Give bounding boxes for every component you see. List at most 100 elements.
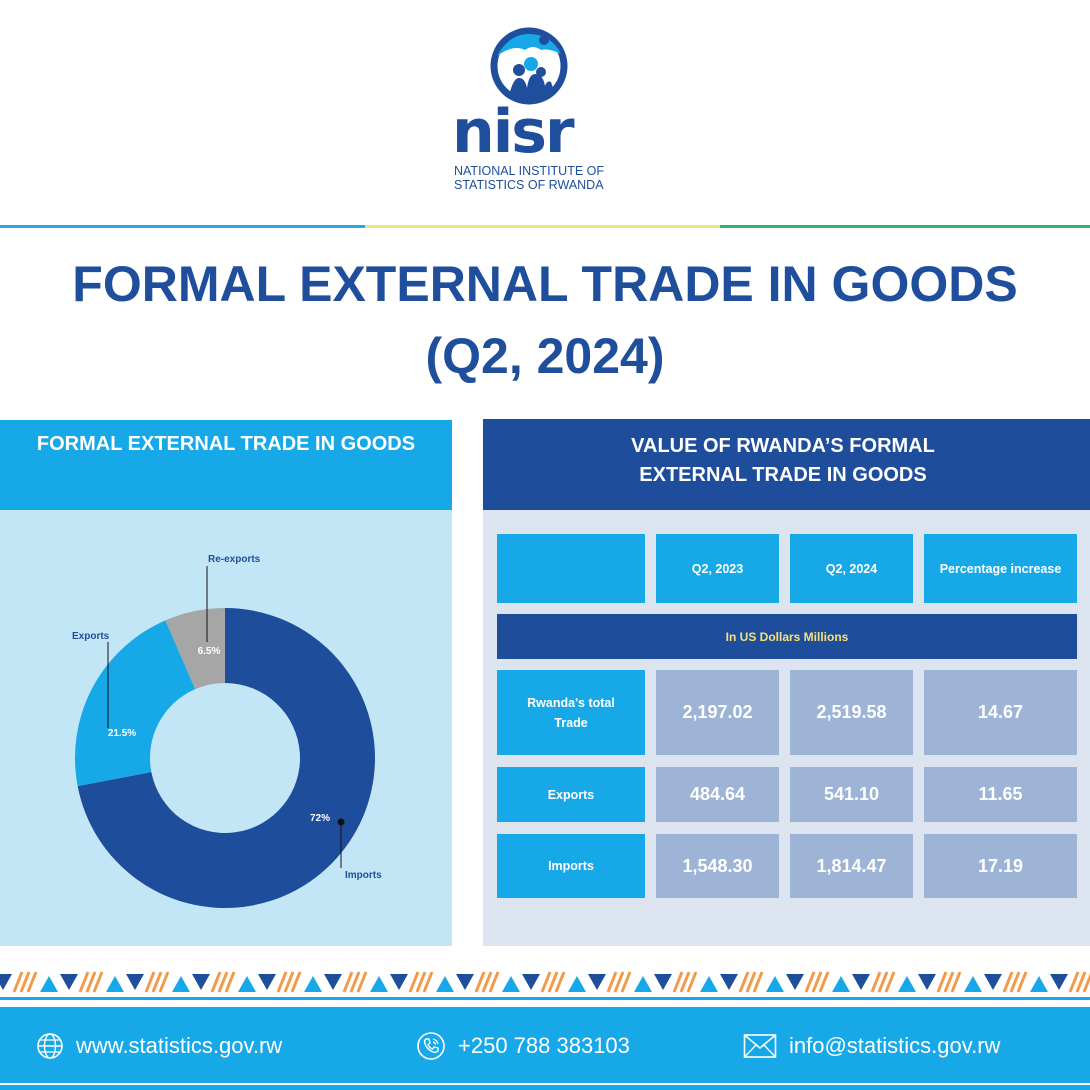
phone-icon [417, 1032, 445, 1060]
pattern-slash [474, 971, 486, 993]
pattern-slash [481, 971, 493, 993]
pattern-slash [290, 971, 302, 993]
table-header-q2-2023: Q2, 2023 [656, 534, 779, 603]
pattern-triangle-up [370, 976, 388, 992]
pattern-triangle-down [324, 974, 342, 990]
table-cell-exports-increase: 11.65 [924, 767, 1077, 822]
pattern-slash [283, 971, 295, 993]
pattern-slash [943, 971, 955, 993]
pattern-slash [1002, 971, 1014, 993]
logo-subtitle: NATIONAL INSTITUTE OF STATISTICS OF RWAN… [454, 164, 654, 192]
pattern-slash [554, 971, 566, 993]
table-cell-total-trade-increase: 14.67 [924, 670, 1077, 755]
donut-chart: 72% Imports 21.5% Exports 6.5% Re-exports [72, 554, 382, 908]
pattern-slash [884, 971, 896, 993]
pattern-slash [547, 971, 559, 993]
pattern-triangle-up [700, 976, 718, 992]
pattern-slash [1075, 971, 1087, 993]
donut-value-label-re-exports: 6.5% [198, 646, 221, 657]
pattern-slash [1009, 971, 1021, 993]
pattern-slash [752, 971, 764, 993]
table-header-blank [497, 534, 645, 603]
pattern-slash [342, 971, 354, 993]
pattern-slash [818, 971, 830, 993]
pattern-triangle-up [832, 976, 850, 992]
chart-panel-title: FORMAL EXTERNAL TRADE IN GOODS [36, 433, 416, 455]
pattern-slash [1082, 972, 1090, 993]
pattern-slash [1068, 971, 1080, 993]
page-title-line-2: (Q2, 2024) [425, 328, 665, 384]
pattern-slash [936, 971, 948, 993]
pattern-slash [950, 971, 962, 993]
footer-website-text: www.statistics.gov.rw [76, 1033, 283, 1058]
footer-phone-link[interactable]: +250 788 383103 [416, 1030, 630, 1062]
pattern-triangle-down [126, 974, 144, 990]
pattern-slash [738, 971, 750, 993]
pattern-slash [78, 971, 90, 993]
pattern-slash [276, 971, 288, 993]
pattern-triangle-up [502, 976, 520, 992]
pattern-triangle-down [654, 974, 672, 990]
logo-subtitle-line-1: NATIONAL INSTITUTE OF [454, 164, 605, 178]
table-panel-title: VALUE OF RWANDA’S FORMAL EXTERNAL TRADE … [483, 432, 1083, 490]
pattern-triangle-down [918, 974, 936, 990]
footer-bar [0, 1007, 1090, 1090]
divider-yellow [365, 225, 720, 228]
footer-email-text: info@statistics.gov.rw [789, 1033, 1001, 1058]
nisr-emblem-icon [490, 27, 568, 105]
pattern-triangle-down [456, 974, 474, 990]
logo-subtitle-line-2: STATISTICS OF RWANDA [454, 178, 604, 192]
pattern-slash [408, 971, 420, 993]
footer-divider [0, 1083, 1090, 1090]
footer-phone-text: +250 788 383103 [458, 1033, 630, 1058]
pattern-triangle-up [238, 976, 256, 992]
pattern-triangle-down [786, 974, 804, 990]
pattern-triangle-down [390, 974, 408, 990]
pattern-triangle-up [1030, 976, 1048, 992]
donut-slice-exports [74, 620, 196, 787]
pattern-slash [679, 971, 691, 993]
pattern-triangle-down [852, 974, 870, 990]
globe-icon [37, 1033, 63, 1059]
pattern-slash [210, 971, 222, 993]
nisr-logo: nisr NATIONAL INSTITUTE OF STATISTICS OF… [440, 22, 650, 198]
pattern-slash [12, 971, 24, 993]
table-unit-note: In US Dollars Millions [497, 614, 1077, 659]
pattern-slash [613, 971, 625, 993]
table-cell-imports-q2-2023: 1,548.30 [656, 834, 779, 898]
table-panel-title-line-1: VALUE OF RWANDA’S FORMAL [631, 435, 935, 457]
pattern-slash [349, 971, 361, 993]
footer-email-link[interactable]: info@statistics.gov.rw [743, 1030, 1000, 1062]
footer-website-link[interactable]: www.statistics.gov.rw [36, 1030, 282, 1062]
pattern-triangle-down [192, 974, 210, 990]
pattern-slash [804, 971, 816, 993]
divider-green [720, 225, 1090, 228]
pattern-slash [620, 971, 632, 993]
decorative-pattern [0, 971, 1090, 1000]
pattern-triangle-up [106, 976, 124, 992]
donut-slice-re-exports [165, 608, 225, 690]
pattern-slash [606, 971, 618, 993]
donut-slice-imports [77, 608, 376, 908]
envelope-icon [743, 1034, 777, 1058]
pattern-triangle-down [0, 974, 12, 990]
pattern-slash [745, 971, 757, 993]
pattern-slash [144, 971, 156, 993]
logo-wordmark: nisr [452, 97, 575, 167]
pattern-triangle-down [588, 974, 606, 990]
pattern-slash [19, 971, 31, 993]
table-cell-total-trade-q2-2023: 2,197.02 [656, 670, 779, 755]
pattern-slash [672, 971, 684, 993]
pattern-triangle-up [172, 976, 190, 992]
pattern-slash [415, 971, 427, 993]
table-row-label-total-trade: Rwanda's total Trade [497, 670, 645, 755]
pattern-slash [26, 971, 38, 993]
pattern-triangle-down [720, 974, 738, 990]
table-header-q2-2024: Q2, 2024 [790, 534, 913, 603]
divider-blue [0, 225, 365, 228]
row-label-line-2: Trade [554, 715, 588, 730]
table-cell-exports-q2-2024: 541.10 [790, 767, 913, 822]
pattern-slash [870, 971, 882, 993]
pattern-triangle-down [60, 974, 78, 990]
pattern-triangle-up [898, 976, 916, 992]
